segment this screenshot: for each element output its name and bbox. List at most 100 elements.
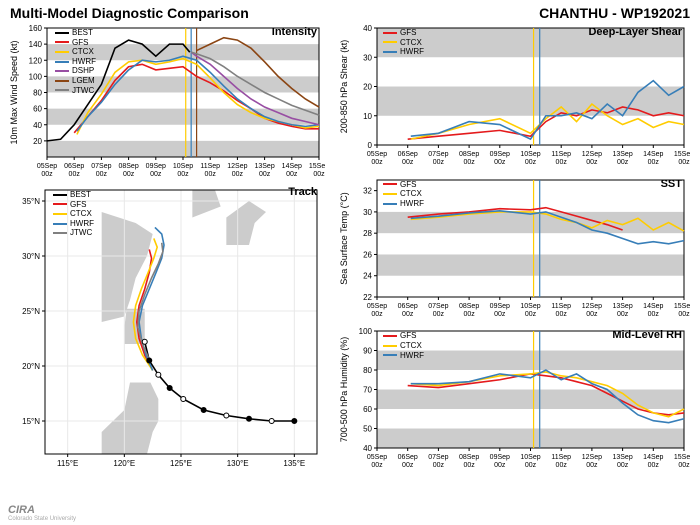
legend-label: CTCX <box>72 47 94 57</box>
svg-text:00z: 00z <box>617 462 629 469</box>
svg-text:00z: 00z <box>494 311 506 318</box>
legend-label: JTWC <box>70 228 92 238</box>
legend-swatch <box>53 203 67 205</box>
legend-item: GFS <box>383 28 424 38</box>
svg-text:28: 28 <box>363 229 372 238</box>
svg-text:00z: 00z <box>678 311 690 318</box>
svg-text:15Sep: 15Sep <box>674 454 690 461</box>
svg-text:00z: 00z <box>96 171 108 178</box>
svg-text:13Sep: 13Sep <box>612 454 632 461</box>
logo-text: CIRA <box>8 504 35 516</box>
svg-text:80: 80 <box>33 89 42 98</box>
svg-text:00z: 00z <box>556 462 568 469</box>
svg-text:20: 20 <box>33 137 42 146</box>
svg-text:60: 60 <box>363 405 372 414</box>
logo-sub: Colorado State University <box>8 516 76 522</box>
svg-text:12Sep: 12Sep <box>227 163 247 170</box>
intensity-legend: BESTGFSCTCXHWRFDSHPLGEMJTWC <box>55 28 96 95</box>
svg-text:90: 90 <box>363 347 372 356</box>
svg-text:00z: 00z <box>402 159 414 166</box>
legend-item: CTCX <box>53 209 94 219</box>
svg-text:00z: 00z <box>648 311 660 318</box>
svg-text:24: 24 <box>363 271 372 280</box>
svg-text:00z: 00z <box>371 159 383 166</box>
svg-text:00z: 00z <box>205 171 217 178</box>
legend-item: DSHP <box>55 66 96 76</box>
svg-text:05Sep: 05Sep <box>367 303 387 310</box>
svg-text:09Sep: 09Sep <box>490 151 510 158</box>
svg-text:00z: 00z <box>433 462 445 469</box>
svg-text:05Sep: 05Sep <box>37 163 57 170</box>
legend-swatch <box>383 183 397 185</box>
svg-text:200-850 hPa Shear (kt): 200-850 hPa Shear (kt) <box>339 40 349 134</box>
legend-label: HWRF <box>72 57 96 67</box>
legend-label: GFS <box>72 38 88 48</box>
rh-legend: GFSCTCXHWRF <box>383 331 424 360</box>
svg-text:07Sep: 07Sep <box>428 454 448 461</box>
svg-text:140: 140 <box>29 40 43 49</box>
rh-title: Mid-Level RH <box>612 329 682 341</box>
svg-text:115°E: 115°E <box>57 459 78 468</box>
legend-swatch <box>53 223 67 225</box>
svg-text:13Sep: 13Sep <box>254 163 274 170</box>
header: Multi-Model Diagnostic Comparison CHANTH… <box>0 0 700 24</box>
legend-label: HWRF <box>400 351 424 361</box>
svg-text:10Sep: 10Sep <box>520 454 540 461</box>
right-column: 01020304005Sep00z06Sep00z07Sep00z08Sep00… <box>335 24 690 474</box>
svg-text:00z: 00z <box>648 462 660 469</box>
svg-text:00z: 00z <box>402 462 414 469</box>
svg-text:10: 10 <box>363 112 372 121</box>
cira-logo: CIRA Colorado State University <box>8 504 76 522</box>
svg-text:100: 100 <box>29 72 43 81</box>
legend-label: CTCX <box>400 189 422 199</box>
svg-text:11Sep: 11Sep <box>200 163 220 170</box>
legend-label: CTCX <box>400 341 422 351</box>
svg-text:15Sep: 15Sep <box>674 151 690 158</box>
svg-text:00z: 00z <box>678 462 690 469</box>
svg-text:00z: 00z <box>525 159 537 166</box>
svg-text:10Sep: 10Sep <box>520 151 540 158</box>
svg-text:00z: 00z <box>586 159 598 166</box>
svg-text:00z: 00z <box>402 311 414 318</box>
svg-text:160: 160 <box>29 24 43 33</box>
svg-text:00z: 00z <box>371 311 383 318</box>
svg-text:120°E: 120°E <box>113 459 135 468</box>
svg-text:00z: 00z <box>617 311 629 318</box>
track-panel: 115°E120°E125°E130°E135°E15°N20°N25°N30°… <box>5 184 325 474</box>
legend-label: GFS <box>400 180 416 190</box>
legend-item: CTCX <box>383 38 424 48</box>
svg-text:06Sep: 06Sep <box>398 454 418 461</box>
svg-text:00z: 00z <box>177 171 189 178</box>
svg-text:14Sep: 14Sep <box>282 163 302 170</box>
svg-text:08Sep: 08Sep <box>118 163 138 170</box>
svg-text:08Sep: 08Sep <box>459 151 479 158</box>
svg-text:15°N: 15°N <box>22 417 40 426</box>
shear-legend: GFSCTCXHWRF <box>383 28 424 57</box>
svg-text:20: 20 <box>363 83 372 92</box>
legend-swatch <box>55 51 69 53</box>
svg-text:00z: 00z <box>463 462 475 469</box>
svg-text:11Sep: 11Sep <box>551 454 571 461</box>
legend-swatch <box>383 354 397 356</box>
legend-item: GFS <box>55 38 96 48</box>
svg-text:70: 70 <box>363 386 372 395</box>
legend-label: HWRF <box>400 47 424 57</box>
svg-text:00z: 00z <box>525 462 537 469</box>
svg-text:60: 60 <box>33 105 42 114</box>
legend-swatch <box>383 51 397 53</box>
svg-text:100: 100 <box>359 327 373 336</box>
svg-text:20°N: 20°N <box>22 362 40 371</box>
svg-text:32: 32 <box>363 186 372 195</box>
svg-text:08Sep: 08Sep <box>459 454 479 461</box>
svg-text:00z: 00z <box>648 159 660 166</box>
svg-text:05Sep: 05Sep <box>367 151 387 158</box>
chart-grid: 2040608010012014016005Sep00z06Sep00z07Se… <box>0 24 700 474</box>
svg-text:125°E: 125°E <box>170 459 192 468</box>
svg-text:30°N: 30°N <box>22 252 40 261</box>
svg-text:00z: 00z <box>525 311 537 318</box>
legend-item: JTWC <box>55 86 96 96</box>
legend-item: CTCX <box>383 341 424 351</box>
svg-text:00z: 00z <box>463 159 475 166</box>
svg-text:12Sep: 12Sep <box>582 303 602 310</box>
svg-text:0: 0 <box>368 141 373 150</box>
